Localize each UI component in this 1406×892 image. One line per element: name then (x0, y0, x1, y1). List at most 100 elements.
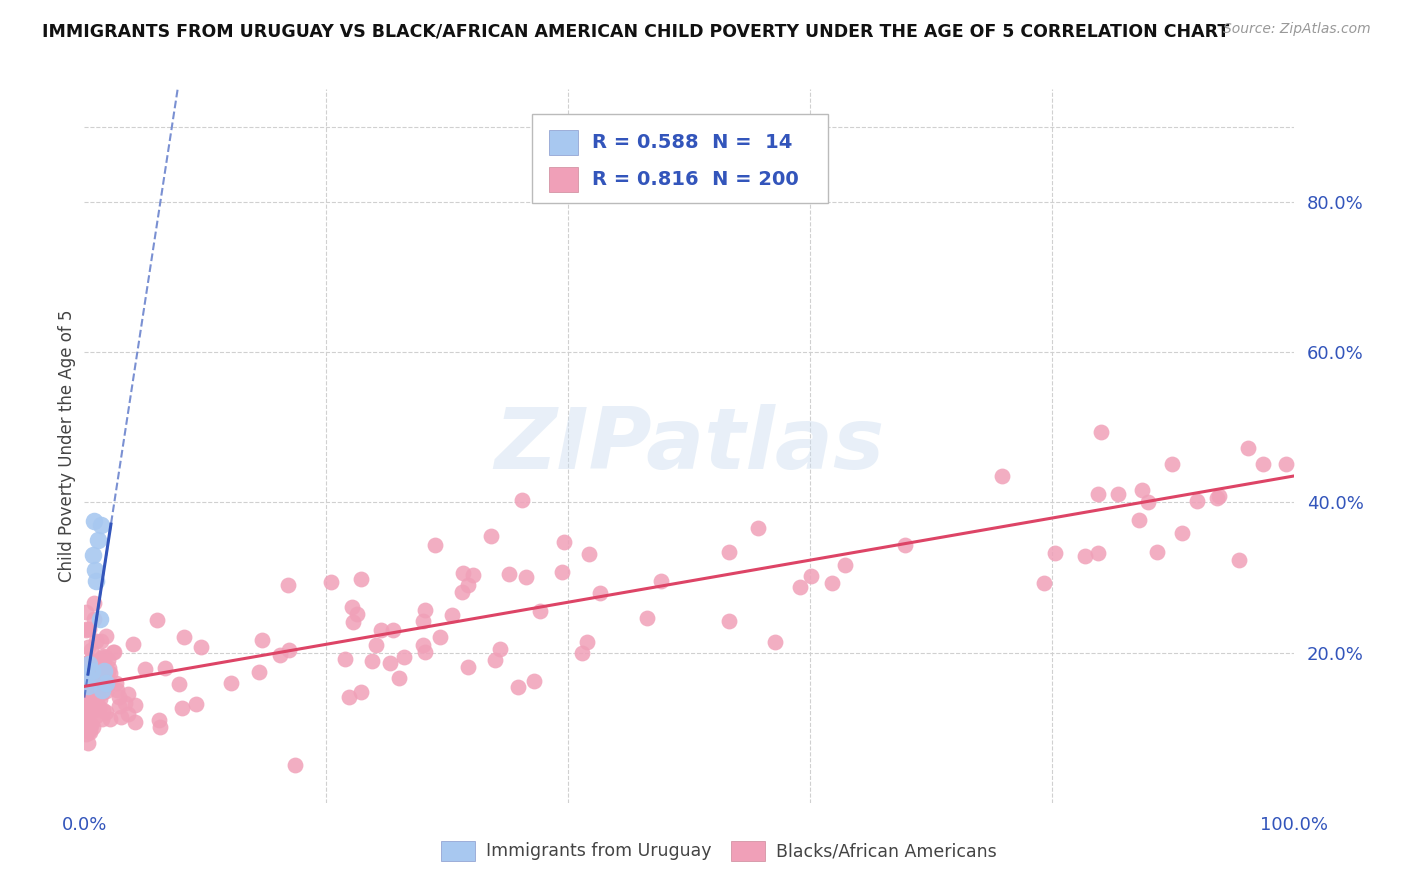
Point (76, 736, 98, 750)
Point (86, 633, 108, 648)
Text: ZIPatlas: ZIPatlas (494, 404, 884, 488)
Point (269, 648, 291, 662)
Point (380, 656, 402, 670)
Point (90, 517, 112, 532)
Point (1160, 458, 1182, 472)
Point (346, 607, 368, 621)
Point (413, 645, 436, 659)
Text: IMMIGRANTS FROM URUGUAY VS BLACK/AFRICAN AMERICAN CHILD POVERTY UNDER THE AGE OF: IMMIGRANTS FROM URUGUAY VS BLACK/AFRICAN… (42, 22, 1229, 40)
Point (79, 622, 101, 636)
Point (1171, 526, 1194, 541)
Point (80, 665, 103, 679)
Point (429, 630, 451, 644)
Point (82, 704, 104, 718)
Point (173, 630, 195, 644)
Point (82, 670, 104, 684)
Point (96, 678, 118, 692)
Point (551, 565, 574, 579)
Point (86, 675, 108, 690)
Point (89, 612, 111, 626)
Point (103, 645, 125, 659)
Point (86, 574, 108, 589)
Point (87, 682, 110, 697)
Point (412, 638, 434, 652)
Point (108, 698, 131, 713)
FancyBboxPatch shape (731, 841, 765, 862)
Point (75, 673, 97, 687)
Point (277, 643, 299, 657)
Point (76, 640, 98, 654)
Point (77, 724, 100, 739)
Point (84, 675, 107, 690)
Point (571, 646, 593, 660)
Point (91, 712, 114, 726)
Point (498, 566, 520, 581)
Point (190, 640, 212, 655)
Point (79, 725, 101, 739)
Point (77, 655, 100, 669)
Point (412, 614, 434, 628)
Point (87, 656, 110, 670)
Point (155, 661, 177, 675)
Point (108, 690, 131, 705)
Point (765, 635, 787, 649)
Point (148, 713, 170, 727)
Point (508, 680, 530, 694)
Point (117, 687, 139, 701)
Point (94, 650, 117, 665)
Point (97, 652, 120, 666)
Point (82, 548, 104, 562)
Point (388, 671, 411, 685)
Point (523, 674, 546, 689)
Point (718, 615, 741, 629)
Point (94, 705, 117, 719)
Point (124, 698, 146, 713)
Point (184, 697, 207, 711)
Point (134, 662, 156, 676)
Point (1074, 549, 1097, 563)
Point (84, 658, 107, 673)
Point (84, 668, 107, 682)
Point (79, 686, 101, 700)
Point (80, 643, 103, 657)
Point (457, 660, 479, 674)
Point (392, 650, 415, 665)
Point (589, 585, 612, 599)
Point (718, 545, 741, 559)
Point (361, 654, 384, 668)
Point (1130, 483, 1153, 497)
Point (82, 720, 104, 734)
Point (364, 638, 387, 652)
Point (90, 634, 112, 648)
Point (1033, 576, 1056, 591)
Point (747, 520, 769, 534)
Point (80, 718, 103, 732)
Point (75, 727, 97, 741)
Point (250, 633, 273, 648)
FancyBboxPatch shape (550, 167, 578, 192)
Point (89, 691, 111, 706)
Point (789, 580, 811, 594)
Point (1208, 489, 1230, 503)
Point (1107, 487, 1129, 501)
Point (1128, 513, 1150, 527)
Y-axis label: Child Poverty Under the Age of 5: Child Poverty Under the Age of 5 (58, 310, 76, 582)
Point (75, 709, 97, 723)
Point (76, 665, 98, 679)
Point (79, 721, 101, 735)
Point (247, 665, 270, 680)
Point (91, 703, 114, 717)
Point (337, 690, 360, 705)
Point (1090, 425, 1112, 439)
Point (423, 538, 446, 552)
Text: Immigrants from Uruguay: Immigrants from Uruguay (486, 842, 711, 860)
Point (79, 703, 101, 717)
Point (75, 605, 97, 619)
Point (529, 604, 551, 618)
Point (124, 714, 146, 729)
Point (83, 612, 105, 626)
Point (515, 569, 537, 583)
Point (457, 578, 479, 592)
Point (1275, 458, 1298, 472)
Point (97, 665, 120, 679)
